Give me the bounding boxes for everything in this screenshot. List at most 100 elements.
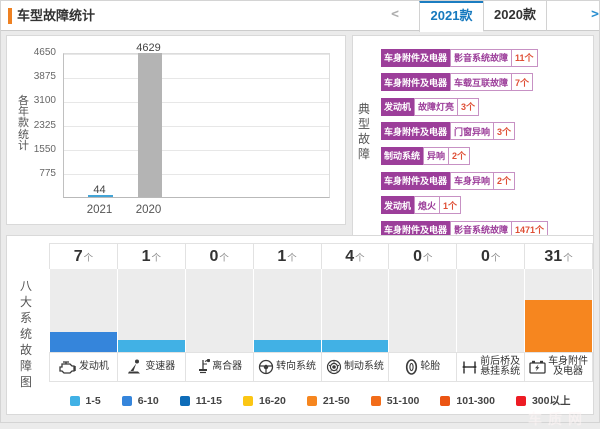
gridline: [64, 77, 329, 79]
system-bar-cell: [456, 269, 526, 352]
system-bar-发动机[interactable]: [50, 332, 117, 352]
clutch-icon: [196, 359, 211, 375]
fault-description-tag: 熄火: [414, 196, 441, 215]
tab-2021[interactable]: 2021款: [419, 0, 483, 32]
fault-description-tag: 门窗异响: [450, 122, 495, 141]
fault-count-tag: 11个: [511, 48, 538, 67]
y-tick-label: 775: [39, 167, 56, 179]
fault-description-tag: 影音系统故障: [450, 48, 513, 67]
eight-systems-label: 八大系统故障图: [20, 279, 33, 389]
y-tick-label: 1550: [33, 143, 56, 155]
legend-swatch: [242, 395, 253, 406]
system-column-7: 0个前后桥及 悬挂系统: [456, 243, 526, 382]
systems-table: 7个 发动机 1个 变速器 0个 离合器 1个 转向系统 4个 制动系统 0个 轮胎 0个 前后桥及 悬挂系…: [49, 243, 593, 382]
bar-2020[interactable]: [137, 53, 162, 197]
system-label: 制动系统: [343, 361, 384, 372]
legend-label: 101-300: [456, 394, 495, 407]
legend-swatch: [179, 395, 190, 406]
fault-system-tag: 车身附件及电器: [381, 48, 451, 67]
system-bar-车身附件及电器[interactable]: [525, 300, 592, 352]
fault-row[interactable]: 发动机 熄火 1个: [381, 196, 462, 215]
watermark: 车质网: [528, 411, 588, 427]
bar-value-label: 4629: [136, 42, 161, 54]
system-bar-变速器[interactable]: [117, 340, 185, 352]
gridline: [64, 53, 329, 55]
system-column-8: 31个 车身附件 及电器: [524, 243, 593, 382]
gearshift-icon: [127, 359, 143, 375]
fault-system-tag: 发动机: [381, 196, 415, 215]
legend-label: 11-15: [195, 394, 222, 407]
legend-item: 21-50: [306, 393, 350, 408]
fault-system-tag: 车身附件及电器: [381, 73, 451, 92]
y-tick-label: 4650: [33, 47, 56, 58]
legend-label: 16-20: [258, 394, 286, 407]
y-tick-label: 3875: [33, 71, 56, 83]
battery-icon: [529, 360, 546, 374]
legend-item: 101-300: [440, 393, 495, 408]
legend-swatch: [69, 395, 80, 406]
fault-system-tag: 车身附件及电器: [381, 122, 451, 141]
system-icon-cell: 车身附件 及电器: [525, 352, 592, 382]
legend-swatch: [515, 395, 526, 406]
system-column-3: 0个 离合器: [184, 243, 254, 382]
typical-faults-panel: 典型故障 车身附件及电器 影音系统故障 11个 车身附件及电器 车载互联故障 7个 发动机故…: [352, 35, 594, 239]
legend-swatch: [306, 395, 317, 406]
fault-system-tag: 发动机: [381, 97, 415, 116]
tabs-next-arrow[interactable]: >: [591, 7, 599, 22]
legend-item: 16-20: [242, 393, 286, 408]
gridline: [64, 174, 329, 176]
legend-label: 1-5: [85, 394, 101, 407]
system-fault-count: 7个: [50, 243, 117, 269]
page-title: 车型故障统计: [17, 8, 96, 23]
system-icon-cell: 前后桥及 悬挂系统: [457, 352, 525, 382]
system-label: 离合器: [212, 361, 243, 372]
bar-value-label: 44: [93, 184, 106, 196]
system-bar-制动系统[interactable]: [321, 340, 389, 352]
system-column-1: 7个 发动机: [49, 243, 118, 382]
system-label: 转向系统: [276, 361, 317, 372]
legend-label: 300以上: [531, 395, 571, 407]
system-bar-cell: [320, 269, 390, 352]
system-fault-count: 0个: [457, 243, 525, 269]
tab-2020[interactable]: 2020款: [483, 0, 547, 31]
fault-count-tag: 1个: [439, 196, 462, 215]
steering-wheel-icon: [258, 359, 274, 375]
fault-row[interactable]: 制动系统 异响 2个: [381, 146, 471, 165]
axle-suspension-icon: [461, 360, 478, 375]
system-fault-count: 4个: [321, 243, 389, 269]
header: 车型故障统计 < 2021款 2020款 >: [0, 0, 600, 32]
yearly-axis-title: 各年款统计: [18, 95, 29, 152]
yearly-bar-chart: [63, 53, 330, 198]
fault-row[interactable]: 车身附件及电器 影音系统故障 11个: [381, 48, 538, 67]
legend-label: 6-10: [137, 394, 159, 407]
system-label: 前后桥及 悬挂系统: [480, 356, 521, 377]
fault-system-tag: 车身附件及电器: [381, 220, 451, 239]
legend-item: 11-15: [179, 393, 222, 408]
fault-row[interactable]: 车身附件及电器 门窗异响 3个: [381, 122, 516, 141]
legend-label: 51-100: [386, 394, 420, 407]
system-icon-cell: 离合器: [185, 352, 253, 382]
legend: 1-5 6-10 11-15 16-20 21-50 51-100 101-300 300以上: [49, 393, 593, 408]
system-bar-cell: [116, 269, 186, 352]
system-bar-转向系统[interactable]: [253, 340, 321, 352]
title-accent-bar: [8, 8, 12, 24]
system-column-4: 1个 转向系统: [252, 243, 322, 382]
fault-row[interactable]: 车身附件及电器 车载互联故障 7个: [381, 73, 534, 92]
tire-icon: [405, 359, 418, 375]
system-bar-cell: [524, 269, 593, 352]
fault-description-tag: 异响: [423, 146, 450, 165]
gridline: [64, 126, 329, 127]
legend-item: 6-10: [121, 393, 159, 408]
x-category-label: 2020: [135, 204, 162, 216]
legend-item: 300以上: [515, 393, 571, 408]
fault-row[interactable]: 车身附件及电器 车身异响 2个: [381, 171, 516, 190]
tabs-prev-arrow[interactable]: <: [391, 7, 399, 22]
fault-count-tag: 3个: [493, 122, 516, 141]
legend-swatch: [440, 395, 451, 406]
fault-row[interactable]: 发动机 故障灯亮 3个: [381, 97, 480, 116]
fault-count-tag: 2个: [448, 146, 471, 165]
bar-2021[interactable]: [88, 195, 113, 197]
yearly-stats-panel: 各年款统计 775 1550 2325 3100 3875 4650 44 2021 4629…: [6, 35, 346, 225]
system-icon-cell: 转向系统: [253, 352, 321, 382]
fault-count-tag: 3个: [457, 97, 480, 116]
